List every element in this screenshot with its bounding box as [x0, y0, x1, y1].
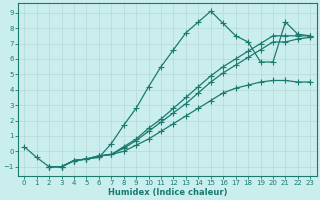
X-axis label: Humidex (Indice chaleur): Humidex (Indice chaleur)	[108, 188, 227, 197]
